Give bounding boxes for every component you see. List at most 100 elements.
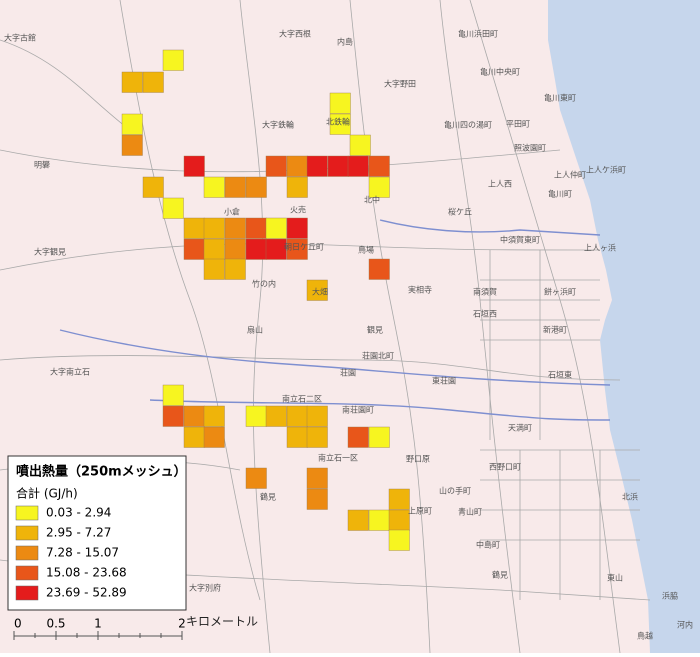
mesh-cell (347, 509, 369, 531)
mesh-cell (203, 426, 225, 448)
place-label: 上人西 (488, 180, 512, 189)
mesh-cell (162, 384, 184, 406)
mesh-cell (306, 279, 328, 301)
place-label: 野口原 (406, 455, 430, 464)
legend-subtitle: 合計 (GJ/h) (16, 486, 78, 501)
place-label: 青山町 (458, 507, 482, 517)
place-label: 小倉 (224, 207, 240, 217)
mesh-cell (329, 113, 351, 135)
place-label: 南立石二区 (282, 394, 322, 404)
mesh-cell (368, 176, 390, 198)
place-label: 竹の内 (252, 279, 276, 289)
place-label: 北浜 (622, 492, 638, 502)
mesh-cell (388, 509, 410, 531)
place-label: 北中 (364, 195, 380, 205)
mesh-cell (388, 488, 410, 510)
mesh-cell (121, 113, 143, 135)
mesh-cell (306, 426, 328, 448)
place-label: 河内 (677, 620, 693, 630)
mesh-cell (368, 509, 390, 531)
mesh-cell (286, 238, 308, 260)
place-label: 平田町 (506, 120, 530, 129)
place-label: 鶴見 (260, 492, 276, 502)
mesh-cell (203, 176, 225, 198)
mesh-cell (306, 467, 328, 489)
place-label: 石垣西 (473, 309, 497, 319)
scale-tick-label: 1 (94, 617, 102, 631)
mesh-cell (347, 426, 369, 448)
mesh-cell (224, 217, 246, 239)
place-label: 南須賀 (473, 287, 497, 297)
place-label: 亀川四の湯町 (444, 120, 492, 130)
place-label: 鳥越 (637, 631, 653, 641)
place-label: 上人仲町 (554, 170, 586, 180)
legend-label: 15.08 - 23.68 (46, 566, 127, 580)
place-label: 南立石一区 (318, 453, 358, 463)
mesh-cell (265, 155, 287, 177)
place-label: 鶴見 (492, 570, 508, 580)
mesh-cell (347, 155, 369, 177)
mesh-cell (286, 176, 308, 198)
mesh-cell (224, 258, 246, 280)
mesh-cell (368, 426, 390, 448)
legend-swatch (15, 585, 39, 601)
mesh-cell (245, 217, 267, 239)
place-label: 上人ヶ浜 (584, 243, 616, 253)
mesh-cell (162, 49, 184, 71)
mesh-cell (245, 238, 267, 260)
mesh-cell (203, 258, 225, 280)
place-label: 石垣東 (548, 370, 572, 380)
mesh-cell (183, 238, 205, 260)
mesh-cell (183, 405, 205, 427)
place-label: 桜ケ丘 (448, 207, 472, 217)
scale-tick-label: 2 (178, 617, 186, 631)
mesh-cell (388, 529, 410, 551)
mesh-cell (121, 134, 143, 156)
place-label: 大字古館 (4, 33, 36, 43)
place-label: 西野口町 (489, 463, 521, 472)
mesh-cell (203, 405, 225, 427)
legend-swatch (15, 525, 39, 541)
place-label: 亀川町 (548, 189, 572, 199)
legend-title: 噴出熱量（250mメッシュ） (16, 464, 187, 480)
mesh-cell (183, 426, 205, 448)
place-label: 内島 (337, 37, 353, 47)
legend-swatch (15, 545, 39, 561)
place-label: 大字鉄輪 (262, 120, 294, 130)
mesh-cells (121, 49, 410, 551)
place-label: 山の手町 (439, 486, 471, 496)
place-label: 鳥場 (358, 245, 374, 255)
place-label: 観見 (367, 325, 383, 335)
place-label: 天満町 (508, 424, 532, 433)
place-label: 荘園北町 (362, 351, 394, 361)
place-label: 上原町 (408, 507, 432, 516)
place-label: 中島町 (476, 540, 500, 550)
mesh-cell (368, 155, 390, 177)
place-label: 中須賀東町 (500, 235, 540, 245)
mesh-cell (286, 405, 308, 427)
mesh-cell (265, 217, 287, 239)
place-label: 東山 (607, 573, 623, 583)
sea (548, 0, 700, 653)
legend-label: 23.69 - 52.89 (46, 586, 127, 600)
mesh-cell (245, 405, 267, 427)
place-label: 火売 (290, 205, 306, 215)
mesh-cell (286, 426, 308, 448)
place-label: 大字南立石 (50, 367, 90, 377)
legend-label: 2.95 - 7.27 (46, 526, 111, 540)
place-label: 南荘園町 (342, 405, 374, 415)
mesh-cell (162, 197, 184, 219)
place-label: 照波園町 (514, 143, 546, 153)
mesh-cell (245, 467, 267, 489)
legend: 噴出熱量（250mメッシュ） 合計 (GJ/h) 0.03 - 2.94 2.95… (7, 455, 187, 611)
mesh-cell (306, 155, 328, 177)
mesh-cell (183, 155, 205, 177)
legend-swatch (15, 565, 39, 581)
mesh-cell (203, 238, 225, 260)
mesh-cell (224, 238, 246, 260)
mesh-cell (306, 405, 328, 427)
place-label: 扇山 (247, 325, 263, 335)
mesh-cell (349, 134, 371, 156)
place-label: 東荘園 (432, 376, 456, 386)
